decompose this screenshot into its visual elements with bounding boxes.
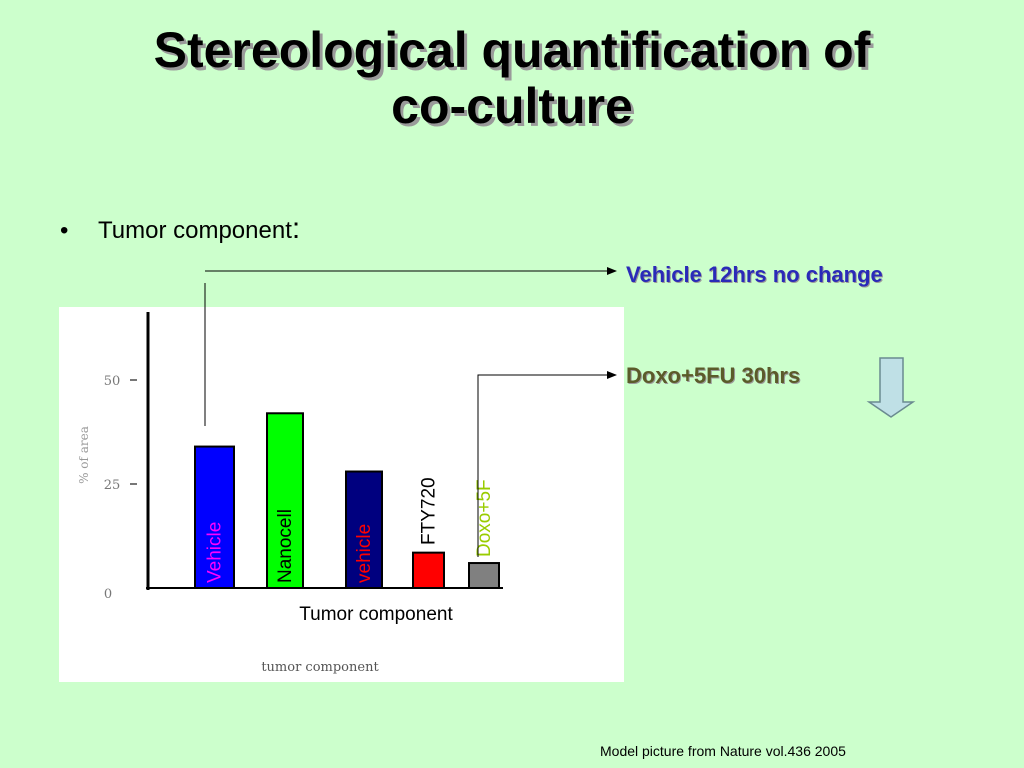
title-line-2: co-culture: [391, 78, 633, 134]
note-vehicle: Vehicle 12hrs no change: [626, 262, 883, 287]
title-line-1: Stereological quantification of: [153, 22, 871, 78]
y-axis-label: % of area: [77, 426, 91, 484]
y-ticks: 50 25 0: [104, 374, 137, 602]
bar-label-fty720: FTY720: [419, 477, 440, 545]
bullet-text: Tumor component: [98, 217, 292, 244]
chart-panel: [59, 307, 624, 682]
bar-nanocell: [266, 412, 304, 589]
note-doxo: Doxo+5FU 30hrs: [626, 363, 801, 388]
y-tick-label: 0: [104, 587, 112, 602]
bars-group: [194, 412, 500, 590]
x-axis-overlay-label: Tumor component: [299, 604, 453, 625]
bar-vehicle: [345, 470, 383, 589]
bullet-dot: •: [60, 217, 69, 244]
bar-label-nanocell: Nanocell: [275, 509, 296, 583]
bar-fty720: [412, 551, 445, 590]
y-tick-label: 25: [104, 478, 121, 493]
bar-label-doxo-5f: Doxo+5F: [474, 479, 495, 557]
y-tick-label: 50: [104, 374, 121, 389]
bar-vehicle: [194, 445, 235, 589]
bullet-item: • Tumor component:: [60, 212, 300, 246]
x-axis-label: tumor component: [261, 660, 379, 675]
bar-label-vehicle: Vehicle: [205, 522, 226, 583]
page-title: Stereological quantification of co-cultu…: [0, 22, 1024, 134]
bar-label-vehicle: vehicle: [354, 524, 375, 583]
caption: Model picture from Nature vol.436 2005: [600, 743, 846, 759]
bullet-colon: :: [291, 212, 301, 245]
bar-doxo-5f: [468, 562, 500, 589]
